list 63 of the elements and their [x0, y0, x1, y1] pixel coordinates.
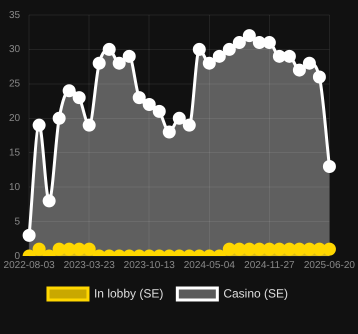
point: [232, 242, 246, 256]
point: [22, 228, 36, 242]
point: [32, 242, 46, 256]
point: [202, 56, 216, 70]
x-tick-label: 2025-06-20: [304, 260, 356, 271]
point: [82, 118, 96, 132]
point: [252, 242, 266, 256]
x-tick-label: 2024-11-27: [244, 260, 295, 271]
point: [32, 118, 46, 132]
point: [212, 50, 226, 63]
point: [82, 242, 96, 256]
y-tick-label: 0: [14, 250, 21, 262]
point: [272, 50, 286, 63]
point: [52, 112, 66, 125]
point: [112, 56, 126, 70]
point: [162, 126, 176, 139]
point: [262, 242, 276, 256]
point: [312, 242, 326, 256]
x-tick-label: 2023-10-13: [124, 260, 176, 271]
y-tick-label: 15: [9, 147, 21, 158]
point: [152, 104, 166, 118]
point: [62, 242, 76, 256]
point: [322, 160, 336, 173]
point: [242, 29, 256, 42]
point: [222, 42, 236, 56]
point: [292, 64, 306, 77]
point: [282, 50, 296, 63]
y-tick-label: 20: [9, 113, 21, 124]
point: [72, 91, 86, 104]
point: [252, 36, 266, 50]
point: [282, 242, 296, 256]
point: [272, 242, 286, 256]
point: [312, 70, 326, 84]
point: [302, 56, 316, 70]
y-tick-label: 5: [14, 216, 21, 228]
legend-label: In lobby (SE): [94, 286, 164, 300]
point: [122, 50, 136, 63]
y-tick-label: 25: [9, 78, 21, 90]
y-tick-label: 30: [9, 44, 21, 56]
x-tick-label: 2023-03-23: [64, 260, 116, 271]
point: [302, 242, 316, 256]
point: [262, 36, 276, 50]
point: [322, 242, 336, 256]
point: [132, 91, 146, 104]
point: [72, 242, 86, 256]
point: [142, 98, 156, 112]
y-tick-label: 35: [9, 10, 21, 21]
point: [232, 36, 246, 50]
point: [102, 42, 116, 56]
x-tick-label: 2022-08-03: [4, 260, 56, 271]
point: [182, 118, 196, 132]
point: [292, 242, 306, 256]
point: [192, 42, 206, 56]
point: [62, 84, 76, 98]
point: [222, 242, 236, 256]
y-tick-label: 10: [9, 182, 21, 193]
point: [242, 242, 256, 256]
point: [172, 112, 186, 125]
point: [92, 56, 106, 70]
point: [52, 242, 66, 256]
x-tick-label: 2024-05-04: [184, 260, 236, 271]
point: [42, 194, 56, 208]
legend-label: Casino (SE): [223, 286, 288, 300]
